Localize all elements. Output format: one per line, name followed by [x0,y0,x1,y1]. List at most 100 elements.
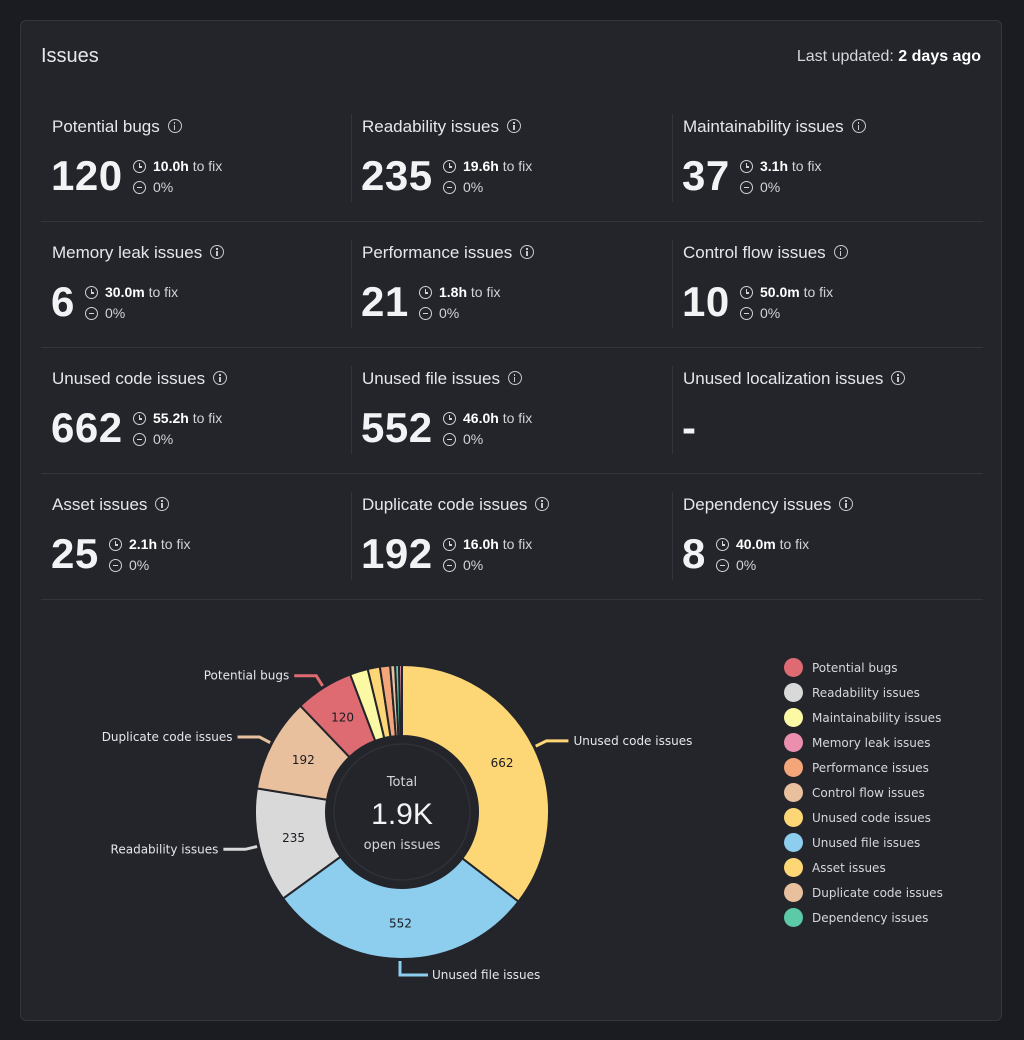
legend-label: Unused code issues [812,811,931,825]
metric-label: Potential bugs [52,117,182,137]
legend-label: Dependency issues [812,911,929,925]
info-icon[interactable] [520,245,535,259]
fix-time: 30.0m [105,284,145,300]
fix-suffix: to fix [188,158,223,174]
metric-card: Unused localization issues - [672,348,993,473]
info-icon[interactable] [213,371,228,385]
slice-value-label: 552 [389,916,412,930]
metric-details: 19.6h to fix 0% [443,156,532,198]
metric-card: Readability issues 235 19.6h to fix 0% [351,96,672,221]
column-divider [351,240,352,328]
clock-icon [85,286,98,299]
minus-circle-icon [443,433,456,446]
info-icon[interactable] [507,119,522,133]
metrics-row: Asset issues 25 2.1h to fix 0% Duplicate cod… [41,474,983,600]
minus-circle-icon [443,181,456,194]
info-icon[interactable] [839,497,854,511]
minus-circle-icon [419,307,432,320]
legend-label: Performance issues [812,761,929,775]
legend-label: Duplicate code issues [812,886,943,900]
fix-time: 55.2h [153,410,189,426]
metric-label-text: Maintainability issues [683,117,844,136]
donut-slice-memory-leak-issues[interactable] [398,663,403,738]
metric-card: Unused code issues 662 55.2h to fix 0% [41,348,362,473]
fix-time: 3.1h [760,158,789,174]
info-icon[interactable] [155,497,170,511]
slice-value-label: 662 [491,756,514,770]
legend-swatch [784,908,803,927]
metric-details: 10.0h to fix 0% [133,156,222,198]
metric-card: Asset issues 25 2.1h to fix 0% [41,474,362,599]
metric-value: 235 [361,152,433,199]
donut-slice-unused-code-issues[interactable] [401,663,550,904]
clock-icon [133,412,146,425]
metric-details: 46.0h to fix 0% [443,408,532,450]
info-icon[interactable] [210,245,225,259]
callout-label: Duplicate code issues [102,730,233,744]
metric-label: Memory leak issues [52,243,225,263]
metric-value: 21 [361,278,409,325]
info-icon[interactable] [167,119,182,133]
callout-line [223,845,258,851]
fix-suffix: to fix [467,284,501,300]
minus-circle-icon [716,559,729,572]
donut-slice-unused-file-issues[interactable] [281,855,520,960]
metric-label: Duplicate code issues [362,495,550,515]
metric-label-text: Unused localization issues [683,369,884,388]
change-percent: 0% [463,431,484,447]
callout-label: Potential bugs [204,669,289,683]
metrics-grid: Potential bugs 120 10.0h to fix 0% Readabili… [41,96,983,600]
fix-suffix: to fix [144,284,179,300]
metric-card: Performance issues 21 1.8h to fix 0% [351,222,672,347]
metric-label-text: Readability issues [362,117,500,136]
last-updated-value: 2 days ago [898,48,981,65]
minus-circle-icon [133,433,146,446]
fix-time: 1.8h [439,284,468,300]
minus-circle-icon [109,559,122,572]
fix-suffix: to fix [157,536,191,552]
legend-swatch [784,683,803,702]
fix-suffix: to fix [799,284,834,300]
center-total-value: 1.9K [371,798,433,831]
clock-icon [443,538,456,551]
info-icon[interactable] [535,497,550,511]
clock-icon [443,160,456,173]
metric-value: 37 [682,152,730,199]
callout-line [294,674,324,687]
metric-card: Dependency issues 8 40.0m to fix 0% [672,474,993,599]
clock-icon [740,160,753,173]
legend-swatch [784,758,803,777]
legend-label: Memory leak issues [812,736,931,750]
metric-details: 55.2h to fix 0% [133,408,222,450]
minus-circle-icon [85,307,98,320]
metric-details: 40.0m to fix 0% [716,534,809,576]
clock-icon [109,538,122,551]
column-divider [672,114,673,202]
slice-value-label: 235 [282,831,305,845]
legend-label: Potential bugs [812,661,898,675]
minus-circle-icon [740,307,753,320]
metric-details: 50.0m to fix 0% [740,282,833,324]
callout-line [237,735,271,744]
info-icon[interactable] [891,371,906,385]
metrics-row: Unused code issues 662 55.2h to fix 0% Unuse… [41,348,983,474]
metric-label-text: Duplicate code issues [362,495,528,514]
metric-value: - [682,404,697,451]
legend-swatch [784,658,803,677]
change-percent: 0% [760,179,781,195]
change-percent: 0% [105,305,126,321]
metric-value: 10 [682,278,730,325]
slice-value-label: 192 [292,753,315,767]
legend-swatch [784,883,803,902]
info-icon[interactable] [851,119,866,133]
info-icon[interactable] [833,245,848,259]
metric-label-text: Memory leak issues [52,243,203,262]
minus-circle-icon [133,181,146,194]
info-icon[interactable] [507,371,522,385]
fix-suffix: to fix [498,536,533,552]
metric-label: Performance issues [362,243,535,263]
column-divider [351,114,352,202]
column-divider [351,492,352,580]
legend-label: Maintainability issues [812,711,942,725]
